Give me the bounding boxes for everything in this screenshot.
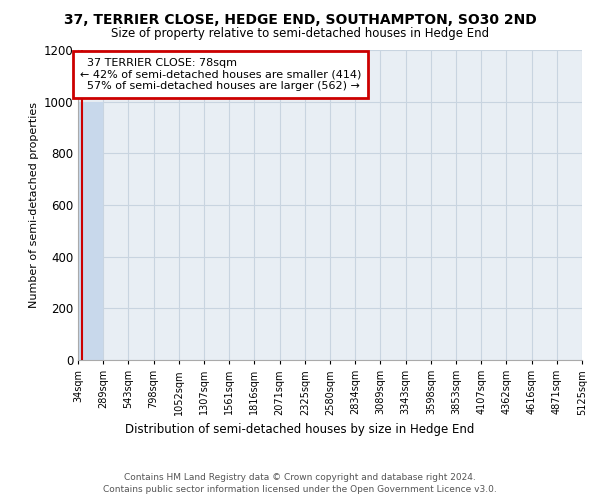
Text: Distribution of semi-detached houses by size in Hedge End: Distribution of semi-detached houses by … xyxy=(125,422,475,436)
Text: Size of property relative to semi-detached houses in Hedge End: Size of property relative to semi-detach… xyxy=(111,28,489,40)
Text: Contains public sector information licensed under the Open Government Licence v3: Contains public sector information licen… xyxy=(103,485,497,494)
Text: 37, TERRIER CLOSE, HEDGE END, SOUTHAMPTON, SO30 2ND: 37, TERRIER CLOSE, HEDGE END, SOUTHAMPTO… xyxy=(64,12,536,26)
Text: Contains HM Land Registry data © Crown copyright and database right 2024.: Contains HM Land Registry data © Crown c… xyxy=(124,472,476,482)
Bar xyxy=(78,102,103,360)
Text: 37 TERRIER CLOSE: 78sqm
← 42% of semi-detached houses are smaller (414)
  57% of: 37 TERRIER CLOSE: 78sqm ← 42% of semi-de… xyxy=(80,58,361,91)
Y-axis label: Number of semi-detached properties: Number of semi-detached properties xyxy=(29,102,39,308)
